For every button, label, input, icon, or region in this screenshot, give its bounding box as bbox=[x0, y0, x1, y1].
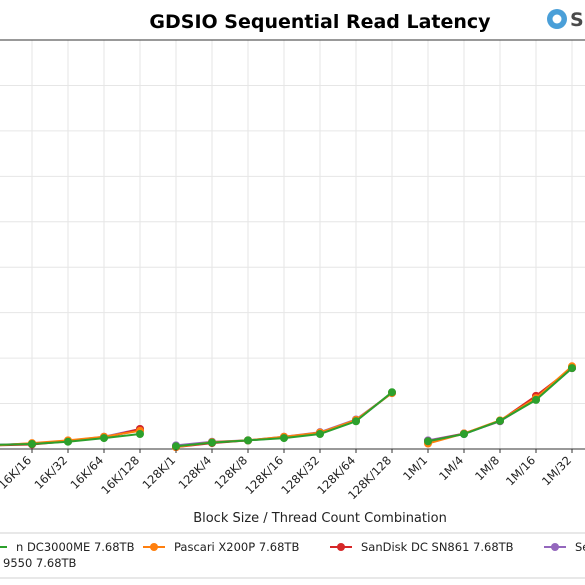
series-layer bbox=[0, 362, 576, 452]
data-point bbox=[172, 442, 180, 451]
data-point bbox=[136, 430, 144, 439]
data-point bbox=[424, 437, 432, 446]
x-axis-label: Block Size / Thread Count Combination bbox=[193, 511, 447, 526]
legend-label: Se bbox=[575, 540, 585, 554]
x-tick-label: 1M/1 bbox=[400, 453, 430, 483]
x-tick-label: 16K/16 bbox=[0, 453, 34, 492]
x-tick-label: 128K/4 bbox=[175, 453, 214, 492]
logo-text: S bbox=[570, 9, 584, 31]
x-tick-label: 1M/16 bbox=[503, 453, 538, 488]
data-point bbox=[280, 434, 288, 443]
legend-item: SanDisk DC SN861 7.68TB bbox=[330, 540, 514, 554]
data-point bbox=[352, 417, 360, 426]
legend-label: 9550 7.68TB bbox=[3, 556, 77, 570]
data-point bbox=[64, 437, 72, 446]
data-point bbox=[388, 388, 396, 397]
site-logo: S bbox=[547, 9, 584, 31]
chart-title: GDSIO Sequential Read Latency bbox=[149, 11, 491, 33]
data-point bbox=[532, 395, 540, 404]
data-point bbox=[460, 430, 468, 439]
x-tick-label: 128K/16 bbox=[242, 453, 286, 497]
x-tick-label: 16K/128 bbox=[98, 453, 142, 497]
legend-item: Pascari X200P 7.68TB bbox=[143, 540, 299, 554]
legend-label: n DC3000ME 7.68TB bbox=[16, 540, 135, 554]
x-tick-label: 1M/4 bbox=[436, 453, 466, 483]
x-tick-label: 128K/32 bbox=[278, 453, 322, 497]
data-point bbox=[100, 434, 108, 443]
legend-item: n DC3000ME 7.68TB bbox=[0, 540, 135, 554]
x-tick-label: 16K/32 bbox=[31, 453, 70, 492]
legend-swatch-marker bbox=[551, 543, 559, 551]
data-point bbox=[208, 438, 216, 447]
legend-item: 9550 7.68TB bbox=[3, 556, 77, 570]
logo-icon-center bbox=[552, 14, 562, 24]
data-point bbox=[244, 436, 252, 445]
x-tick-label: 1M/8 bbox=[472, 453, 502, 483]
grid bbox=[0, 40, 585, 449]
legend-swatch-marker bbox=[337, 543, 345, 551]
x-tick-labels: 16K/816K/1616K/3216K/6416K/128128K/1128K… bbox=[0, 449, 574, 502]
series-group bbox=[0, 364, 576, 451]
legend-label: Pascari X200P 7.68TB bbox=[174, 540, 299, 554]
legend-items: n DC3000ME 7.68TB Pascari X200P 7.68TB San… bbox=[0, 540, 585, 570]
data-point bbox=[28, 440, 36, 449]
x-tick-label: 128K/1 bbox=[139, 453, 178, 492]
legend-swatch-marker bbox=[150, 543, 158, 551]
axes bbox=[0, 39, 585, 450]
data-point bbox=[496, 416, 504, 425]
data-point bbox=[316, 430, 324, 439]
legend-item: Se bbox=[544, 540, 585, 554]
data-point bbox=[568, 364, 576, 373]
legend-label: SanDisk DC SN861 7.68TB bbox=[361, 540, 514, 554]
legend: n DC3000ME 7.68TB Pascari X200P 7.68TB San… bbox=[0, 532, 585, 579]
x-tick-label: 1M/32 bbox=[539, 453, 574, 488]
legend-frame bbox=[0, 532, 585, 579]
